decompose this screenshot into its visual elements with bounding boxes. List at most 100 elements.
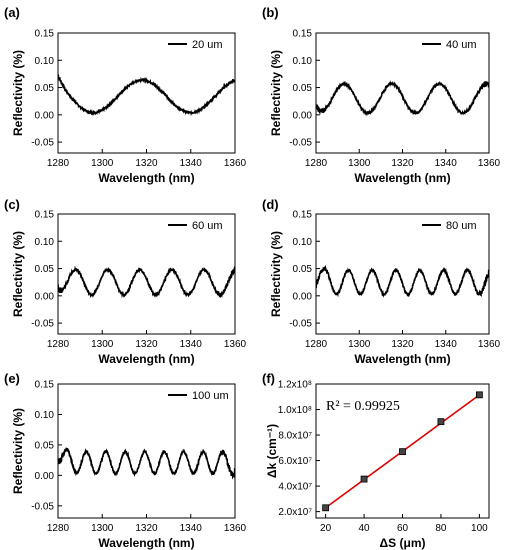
x-tick-label: 1280 [305, 339, 328, 350]
y-tick-label: 0.00 [35, 110, 55, 121]
panel-label: (e) [4, 371, 20, 386]
y-tick-label: 0.05 [293, 83, 313, 94]
series-line [58, 265, 235, 299]
x-tick-label: 20 [320, 523, 332, 534]
y-tick-label: 0.05 [35, 264, 55, 275]
x-tick-label: 1280 [47, 523, 70, 534]
legend-box [165, 217, 232, 232]
y-tick-label: 1.0x10⁸ [278, 405, 312, 416]
legend-box [419, 217, 486, 232]
y-tick-label: 0.10 [293, 237, 313, 248]
y-tick-label: -0.05 [31, 319, 54, 330]
x-axis-title: Wavelength (nm) [98, 352, 194, 366]
y-tick-label: 6.0x10⁷ [278, 456, 312, 467]
x-tick-label: 1340 [435, 158, 458, 169]
panel-label: (d) [262, 197, 279, 212]
x-tick-label: 1360 [478, 339, 501, 350]
legend-box [419, 36, 486, 51]
y-axis-title: Reflectivity (%) [269, 231, 283, 317]
y-tick-label: 0.15 [35, 380, 55, 391]
y-tick-label: -0.05 [31, 501, 54, 512]
data-point [437, 418, 445, 426]
x-axis-title: ΔS (μm) [380, 536, 426, 550]
legend-label: 80 um [446, 220, 477, 232]
series-line [316, 264, 489, 298]
panel-label: (f) [262, 371, 275, 386]
x-tick-label: 1360 [224, 158, 247, 169]
x-tick-label: 1360 [224, 339, 247, 350]
y-tick-label: 0.05 [35, 83, 55, 94]
legend-box [165, 387, 232, 402]
x-tick-label: 1280 [305, 158, 328, 169]
data-point [399, 448, 406, 456]
y-axis-title: Δk (cm⁻¹) [265, 424, 279, 478]
y-tick-label: 0.10 [293, 56, 313, 67]
panel-3: (d) 1280 1300 1320 1340 1360 -0.05 0.00 0.05 0.10… [262, 197, 501, 366]
y-axis-title: Reflectivity (%) [11, 231, 25, 317]
y-tick-label: 0.05 [293, 264, 313, 275]
y-tick-label: 0.05 [35, 440, 55, 451]
x-tick-label: 1320 [135, 339, 158, 350]
data-point [475, 391, 483, 399]
series-line [58, 446, 235, 480]
x-tick-label: 1300 [348, 339, 371, 350]
y-axis-title: Reflectivity (%) [269, 50, 283, 136]
y-tick-label: 0.10 [35, 410, 55, 421]
y-tick-label: 0.00 [35, 471, 55, 482]
x-tick-label: 1360 [478, 158, 501, 169]
y-tick-label: 0.00 [293, 291, 313, 302]
y-tick-label: 0.15 [35, 29, 55, 40]
y-tick-label: 8.0x10⁷ [278, 431, 312, 442]
panel-label: (c) [4, 197, 20, 212]
legend-box [165, 36, 232, 51]
data-point [360, 475, 368, 483]
x-tick-label: 1280 [47, 158, 70, 169]
y-tick-label: 4.0x10⁷ [278, 482, 312, 493]
x-axis-title: Wavelength (nm) [98, 171, 194, 185]
y-tick-label: 0.15 [293, 29, 313, 40]
y-tick-label: -0.05 [289, 138, 312, 149]
panel-label: (b) [262, 5, 279, 20]
y-tick-label: 0.00 [293, 110, 313, 121]
x-axis-title: Wavelength (nm) [354, 352, 450, 366]
panel-5: (f) 20 40 60 80 100 2.0x10⁷ 4.0x10⁷ 6.0x10⁷ 8.0x1… [262, 371, 490, 550]
y-tick-label: 0.15 [293, 210, 313, 221]
data-point [322, 504, 330, 512]
x-tick-label: 1340 [180, 523, 203, 534]
x-tick-label: 1340 [435, 339, 458, 350]
legend-label: 40 um [446, 39, 477, 51]
y-axis-title: Reflectivity (%) [11, 50, 25, 136]
x-tick-label: 1340 [180, 339, 203, 350]
x-tick-label: 1320 [391, 158, 414, 169]
legend-label: 20 um [192, 39, 223, 51]
y-tick-label: 0.10 [35, 56, 55, 67]
x-tick-label: 60 [397, 523, 409, 534]
x-tick-label: 1320 [135, 523, 158, 534]
x-tick-label: 100 [471, 523, 488, 534]
y-tick-label: -0.05 [289, 319, 312, 330]
x-axis-title: Wavelength (nm) [354, 171, 450, 185]
series-line [316, 80, 489, 117]
x-tick-label: 1340 [180, 158, 203, 169]
y-tick-label: 2.0x10⁷ [278, 507, 312, 518]
y-tick-label: -0.05 [31, 138, 54, 149]
legend-label: 100 um [192, 390, 229, 402]
legend-label: 60 um [192, 220, 223, 232]
x-tick-label: 40 [358, 523, 370, 534]
series-line [58, 74, 235, 117]
x-axis-title: Wavelength (nm) [98, 536, 194, 550]
x-tick-label: 1320 [135, 158, 158, 169]
x-tick-label: 1300 [91, 523, 114, 534]
panel-0: (a) 1280 1300 1320 1340 1360 -0.05 0.00 0.05 0.10… [4, 5, 247, 185]
x-tick-label: 1300 [91, 158, 114, 169]
panel-label: (a) [4, 5, 20, 20]
x-tick-label: 1300 [348, 158, 371, 169]
x-tick-label: 1300 [91, 339, 114, 350]
x-tick-label: 80 [435, 523, 447, 534]
panel-1: (b) 1280 1300 1320 1340 1360 -0.05 0.00 0.05 0.10… [262, 5, 501, 185]
x-tick-label: 1320 [391, 339, 414, 350]
panel-2: (c) 1280 1300 1320 1340 1360 -0.05 0.00 0.05 0.10… [4, 197, 247, 366]
x-tick-label: 1360 [224, 523, 247, 534]
r-squared-annotation: R² = 0.99925 [326, 399, 400, 414]
